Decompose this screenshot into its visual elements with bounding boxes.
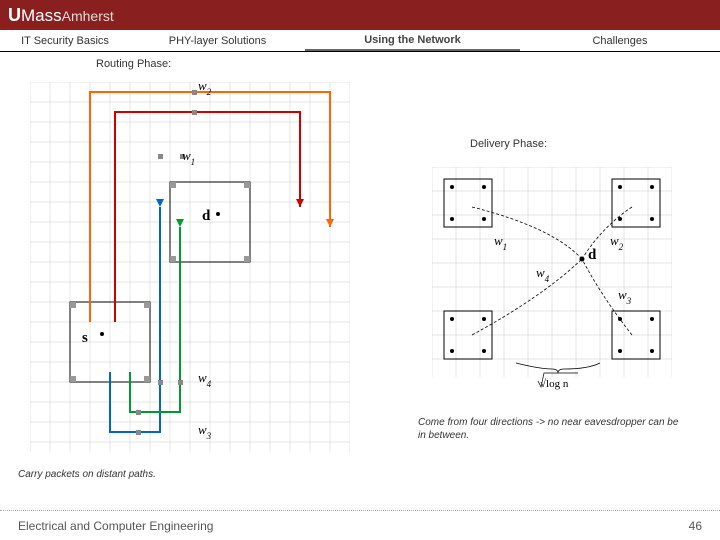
svg-text:s: s: [82, 330, 88, 346]
logo-mass: Mass: [21, 6, 62, 25]
nav-tab-1[interactable]: PHY-layer Solutions: [130, 32, 305, 50]
svg-text:w2: w2: [198, 82, 212, 97]
svg-text:w2: w2: [610, 233, 624, 252]
nav-tab-0[interactable]: IT Security Basics: [0, 32, 130, 50]
content-area: Routing Phase: Delivery Phase: w2w1dsw4w…: [0, 52, 720, 502]
svg-text:w4: w4: [198, 370, 212, 389]
routing-diagram: w2 w1 d s w4 w3: [30, 82, 350, 452]
footer-dept: Electrical and Computer Engineering: [18, 519, 213, 533]
svg-text:d: d: [588, 247, 597, 263]
logo-amherst: Amherst: [62, 8, 114, 24]
nav-tabs: IT Security BasicsPHY-layer SolutionsUsi…: [0, 30, 720, 52]
svg-text:w3: w3: [618, 287, 632, 306]
routing-phase-label: Routing Phase:: [96, 58, 171, 70]
svg-text:w1: w1: [494, 233, 507, 252]
header-bar: UMassAmherst: [0, 0, 720, 30]
logo-u: U: [8, 5, 21, 25]
svg-text:√log n: √log n: [540, 378, 569, 390]
delivery-phase-label: Delivery Phase:: [470, 138, 547, 150]
nav-tab-3[interactable]: Challenges: [520, 32, 720, 50]
right-caption: Come from four directions -> no near eav…: [418, 416, 688, 442]
page-number: 46: [689, 519, 702, 533]
logo: UMassAmherst: [8, 5, 114, 26]
footer: Electrical and Computer Engineering 46: [0, 510, 720, 540]
delivery-diagram: w1 w2 w4 w3 d √log n: [432, 167, 672, 397]
svg-text:w1: w1: [182, 148, 195, 167]
svg-text:d: d: [202, 208, 211, 224]
svg-text:w4: w4: [536, 265, 550, 284]
nav-tab-2[interactable]: Using the Network: [305, 31, 520, 51]
left-caption: Carry packets on distant paths.: [18, 468, 156, 481]
svg-text:w3: w3: [198, 422, 212, 441]
